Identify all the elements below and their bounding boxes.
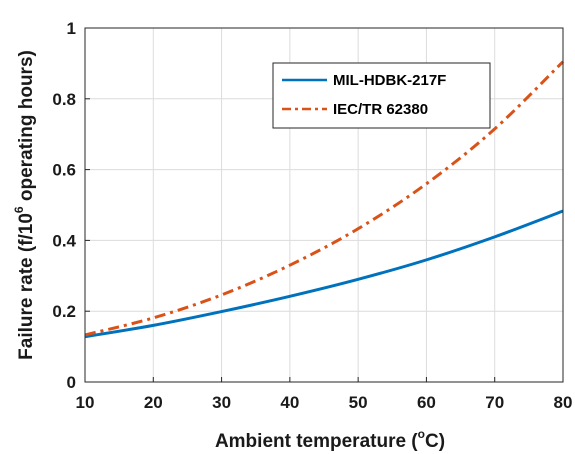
x-tick-label: 80: [554, 393, 573, 412]
y-axis-title-main: Failure rate (f/10: [16, 213, 37, 360]
y-axis-title: Failure rate (f/106 operating hours): [12, 50, 37, 360]
y-tick-label: 0: [67, 373, 76, 392]
y-tick-label: 0.8: [52, 90, 76, 109]
y-tick-label: 1: [67, 19, 76, 38]
x-tick-label: 60: [417, 393, 436, 412]
x-axis-title-unit: C): [425, 431, 445, 452]
y-tick-label: 0.6: [52, 161, 76, 180]
legend-label-iec-tr-62380: IEC/TR 62380: [333, 101, 428, 118]
y-tick-label: 0.2: [52, 302, 76, 321]
axis-ticks: 10 20 30 40 50 60 70 80 0 0.2 0.4 0.6 0.8 1: [52, 19, 572, 412]
x-tick-label: 10: [76, 393, 95, 412]
x-tick-label: 50: [349, 393, 368, 412]
legend: MIL-HDBK-217F IEC/TR 62380: [272, 62, 491, 129]
y-axis-title-rest: operating hours): [16, 50, 37, 206]
legend-label-mil-hdbk-217f: MIL-HDBK-217F: [333, 72, 446, 89]
series-line-mil-hdbk-217f: [84, 209, 564, 339]
x-tick-label: 20: [144, 393, 163, 412]
x-axis-title: Ambient temperature (oC): [215, 427, 445, 452]
x-axis-title-main: Ambient temperature (: [215, 431, 418, 452]
y-tick-label: 0.4: [52, 231, 76, 250]
x-axis-title-degree: o: [418, 427, 425, 441]
series-lines: [84, 60, 565, 339]
x-tick-label: 70: [485, 393, 504, 412]
series-line-iec-tr-62380: [84, 60, 565, 337]
legend-box: [272, 62, 491, 129]
x-tick-label: 40: [280, 393, 299, 412]
x-tick-label: 30: [212, 393, 231, 412]
y-axis-title-exponent: 6: [12, 206, 26, 213]
plot-frame: [84, 27, 564, 383]
